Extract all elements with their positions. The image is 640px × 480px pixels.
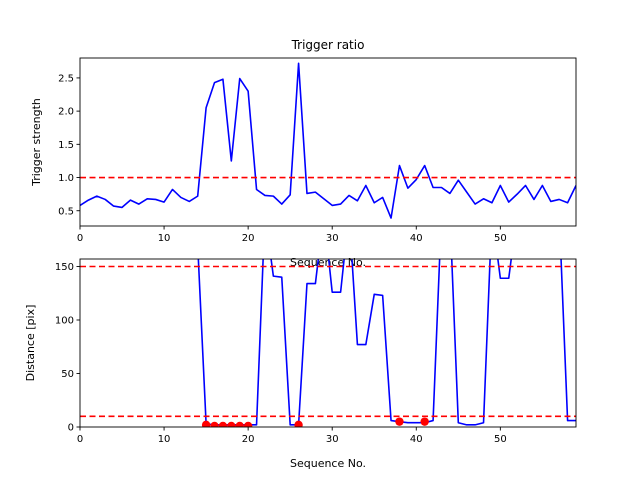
x-tick-label: 40 [410, 233, 423, 244]
y-tick-label: 1.5 [58, 140, 74, 151]
y-tick-label: 0 [68, 423, 74, 434]
data-point [218, 421, 228, 427]
y-tick-label: 0.5 [58, 206, 74, 217]
y-axis-label: Distance [pix] [24, 305, 37, 382]
x-tick-label: 0 [77, 434, 83, 445]
y-tick-label: 50 [61, 369, 74, 380]
x-tick-label: 30 [326, 233, 339, 244]
chart-title: Trigger ratio [291, 38, 365, 52]
x-tick-label: 50 [494, 233, 507, 244]
x-tick-label: 10 [158, 233, 171, 244]
x-tick-label: 10 [158, 434, 171, 445]
plot-frame [79, 57, 577, 227]
plot-area: 0 10 20 30 40 50 0.5 1.0 1.5 2.0 2.5 [58, 57, 577, 244]
y-tick-label: 100 [55, 316, 74, 327]
x-tick-label: 20 [242, 434, 255, 445]
data-point [243, 421, 253, 427]
data-point [201, 420, 211, 427]
series-line [80, 62, 576, 219]
x-tick-label: 30 [326, 434, 339, 445]
x-tick-label: 0 [77, 233, 83, 244]
x-axis-label: Sequence No. [290, 457, 366, 470]
data-point [235, 421, 244, 427]
distance-panel: 0 10 20 30 40 50 0 50 100 150 Distance [pix] Sequ… [24, 258, 577, 470]
plot-area: 0 10 20 30 40 50 0 50 100 150 [55, 258, 577, 445]
plot-frame [79, 258, 577, 428]
data-point [210, 421, 219, 427]
data-point [294, 420, 303, 427]
trigger-ratio-panel: Trigger ratio 0 10 20 30 40 50 0.5 1.0 1.5 2.0 2.5… [30, 38, 577, 269]
data-point [420, 417, 429, 426]
x-tick-label: 50 [494, 434, 507, 445]
data-point [395, 417, 404, 426]
y-tick-label: 2.0 [58, 107, 74, 118]
series-layer [80, 62, 576, 219]
y-tick-label: 2.5 [58, 74, 74, 85]
y-tick-label: 150 [55, 262, 74, 273]
y-tick-label: 1.0 [58, 173, 74, 184]
y-axis-label: Trigger strength [30, 98, 43, 187]
series-layer [80, 259, 576, 427]
x-tick-label: 20 [242, 233, 255, 244]
series-line [197, 259, 576, 426]
data-point [227, 421, 236, 427]
x-tick-label: 40 [410, 434, 423, 445]
